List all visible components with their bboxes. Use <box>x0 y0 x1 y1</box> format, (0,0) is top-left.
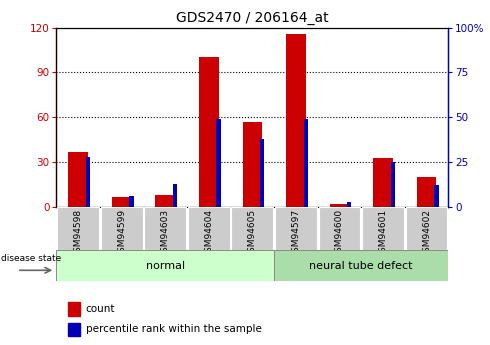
Bar <box>275 207 317 250</box>
Bar <box>56 250 274 281</box>
Bar <box>86 157 90 207</box>
Title: GDS2470 / 206164_at: GDS2470 / 206164_at <box>176 11 329 25</box>
Bar <box>188 207 230 250</box>
Bar <box>330 204 349 207</box>
Bar <box>260 139 264 207</box>
Bar <box>373 158 393 207</box>
Bar <box>231 207 273 250</box>
Bar <box>68 152 88 207</box>
Bar <box>347 201 351 207</box>
Text: GSM94602: GSM94602 <box>422 209 431 258</box>
Bar <box>318 207 360 250</box>
Bar <box>243 122 262 207</box>
Bar <box>68 302 80 316</box>
Bar <box>155 195 175 207</box>
Text: GSM94600: GSM94600 <box>335 209 344 258</box>
Text: GSM94605: GSM94605 <box>248 209 257 258</box>
Text: GSM94603: GSM94603 <box>161 209 170 258</box>
Bar <box>417 177 437 207</box>
Text: GSM94598: GSM94598 <box>74 209 83 258</box>
Bar <box>129 196 134 207</box>
Text: GSM94601: GSM94601 <box>378 209 388 258</box>
Bar <box>362 207 404 250</box>
Text: count: count <box>86 304 115 314</box>
Bar <box>173 184 177 207</box>
Bar <box>199 58 219 207</box>
Text: neural tube defect: neural tube defect <box>310 261 413 270</box>
Bar <box>391 162 395 207</box>
Text: disease state: disease state <box>1 254 61 263</box>
Text: GSM94604: GSM94604 <box>204 209 213 258</box>
Bar <box>145 207 186 250</box>
Bar <box>57 207 99 250</box>
Text: percentile rank within the sample: percentile rank within the sample <box>86 324 262 334</box>
Text: normal: normal <box>146 261 185 270</box>
Bar <box>68 323 80 336</box>
Bar <box>434 186 439 207</box>
Text: GSM94597: GSM94597 <box>292 209 300 258</box>
Bar <box>303 119 308 207</box>
Bar <box>406 207 447 250</box>
Bar <box>101 207 143 250</box>
Bar <box>217 119 221 207</box>
Bar <box>112 197 131 207</box>
Bar <box>274 250 448 281</box>
Text: GSM94599: GSM94599 <box>117 209 126 258</box>
Bar <box>286 33 306 207</box>
